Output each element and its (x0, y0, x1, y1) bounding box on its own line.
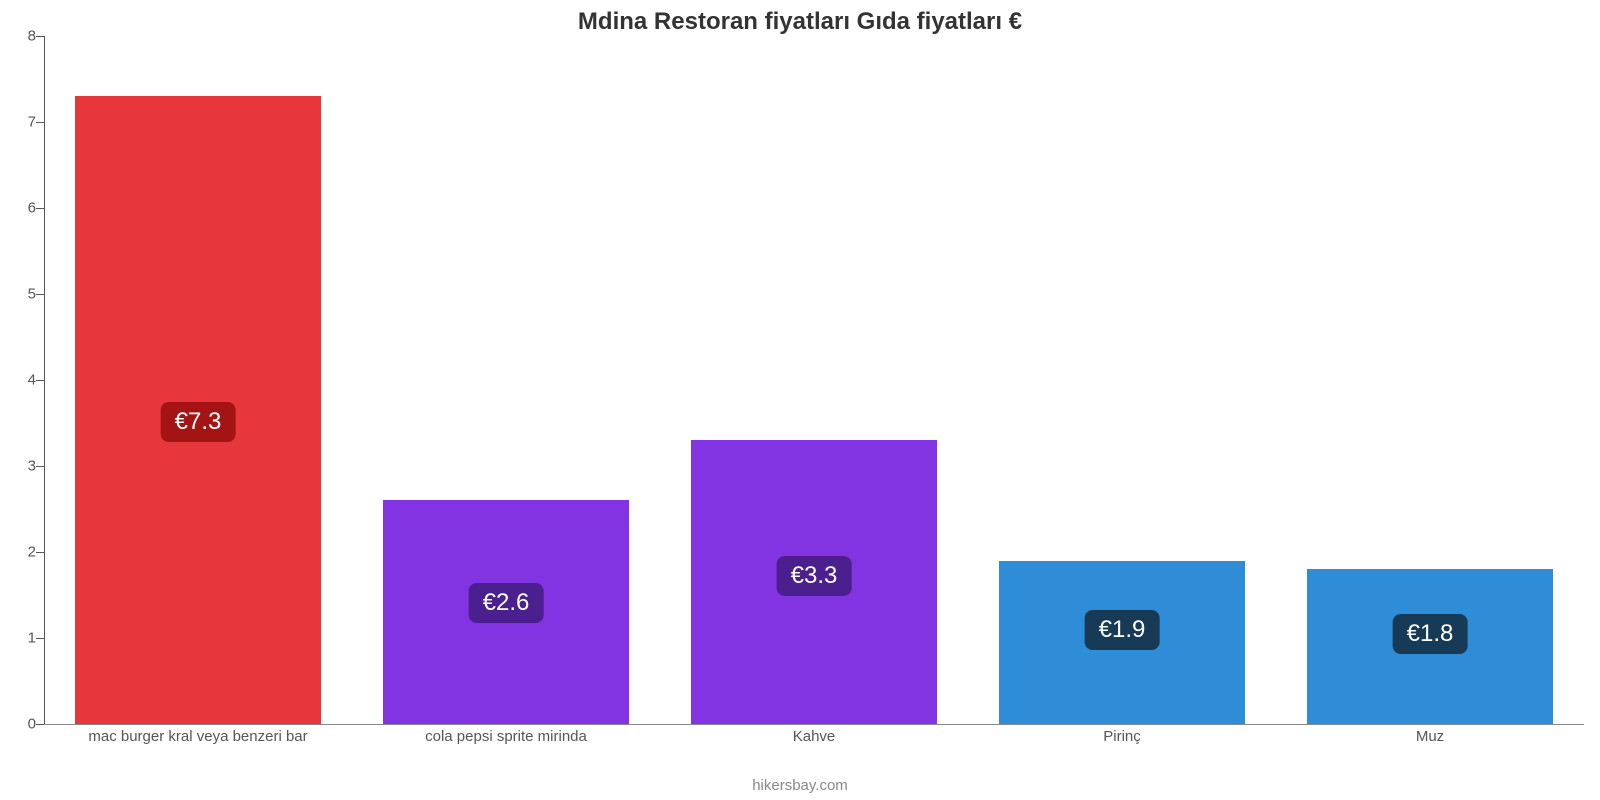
bars-container: €7.3 €2.6 €3.3 €1.9 €1.8 (44, 36, 1584, 724)
chart-attribution: hikersbay.com (0, 777, 1600, 794)
y-tick (36, 36, 44, 37)
y-tick (36, 294, 44, 295)
bar: €1.8 (1307, 569, 1553, 724)
y-tick (36, 638, 44, 639)
x-axis-label: Kahve (793, 728, 836, 745)
x-axis-label: mac burger kral veya benzeri bar (88, 728, 307, 745)
chart-title: Mdina Restoran fiyatları Gıda fiyatları … (0, 8, 1600, 36)
y-tick-label: 5 (8, 286, 36, 303)
bar: €2.6 (383, 500, 629, 724)
x-axis-label: Pirinç (1103, 728, 1141, 745)
y-tick (36, 466, 44, 467)
y-tick (36, 380, 44, 381)
x-axis-labels: mac burger kral veya benzeri bar cola pep… (44, 728, 1584, 758)
x-axis-label: cola pepsi sprite mirinda (425, 728, 587, 745)
y-tick-label: 1 (8, 630, 36, 647)
y-tick (36, 122, 44, 123)
bar: €7.3 (75, 96, 321, 724)
price-chart: Mdina Restoran fiyatları Gıda fiyatları … (0, 0, 1600, 800)
y-tick-label: 8 (8, 28, 36, 45)
y-tick-label: 7 (8, 114, 36, 131)
y-tick-label: 0 (8, 716, 36, 733)
y-tick (36, 208, 44, 209)
bar: €3.3 (691, 440, 937, 724)
y-tick-label: 6 (8, 200, 36, 217)
bar: €1.9 (999, 561, 1245, 724)
x-axis-label: Muz (1416, 728, 1444, 745)
plot-area: 012345678 €7.3€2.6€3.3€1.9€1.8 (44, 36, 1584, 724)
y-tick (36, 724, 44, 725)
y-tick-label: 3 (8, 458, 36, 475)
value-badge: €1.9 (1085, 610, 1160, 650)
y-tick (36, 552, 44, 553)
value-badge: €1.8 (1393, 614, 1468, 654)
value-badge: €2.6 (469, 583, 544, 623)
y-tick-label: 2 (8, 544, 36, 561)
value-badge: €7.3 (161, 402, 236, 442)
y-tick-label: 4 (8, 372, 36, 389)
baseline-grid (44, 724, 1584, 725)
value-badge: €3.3 (777, 556, 852, 596)
